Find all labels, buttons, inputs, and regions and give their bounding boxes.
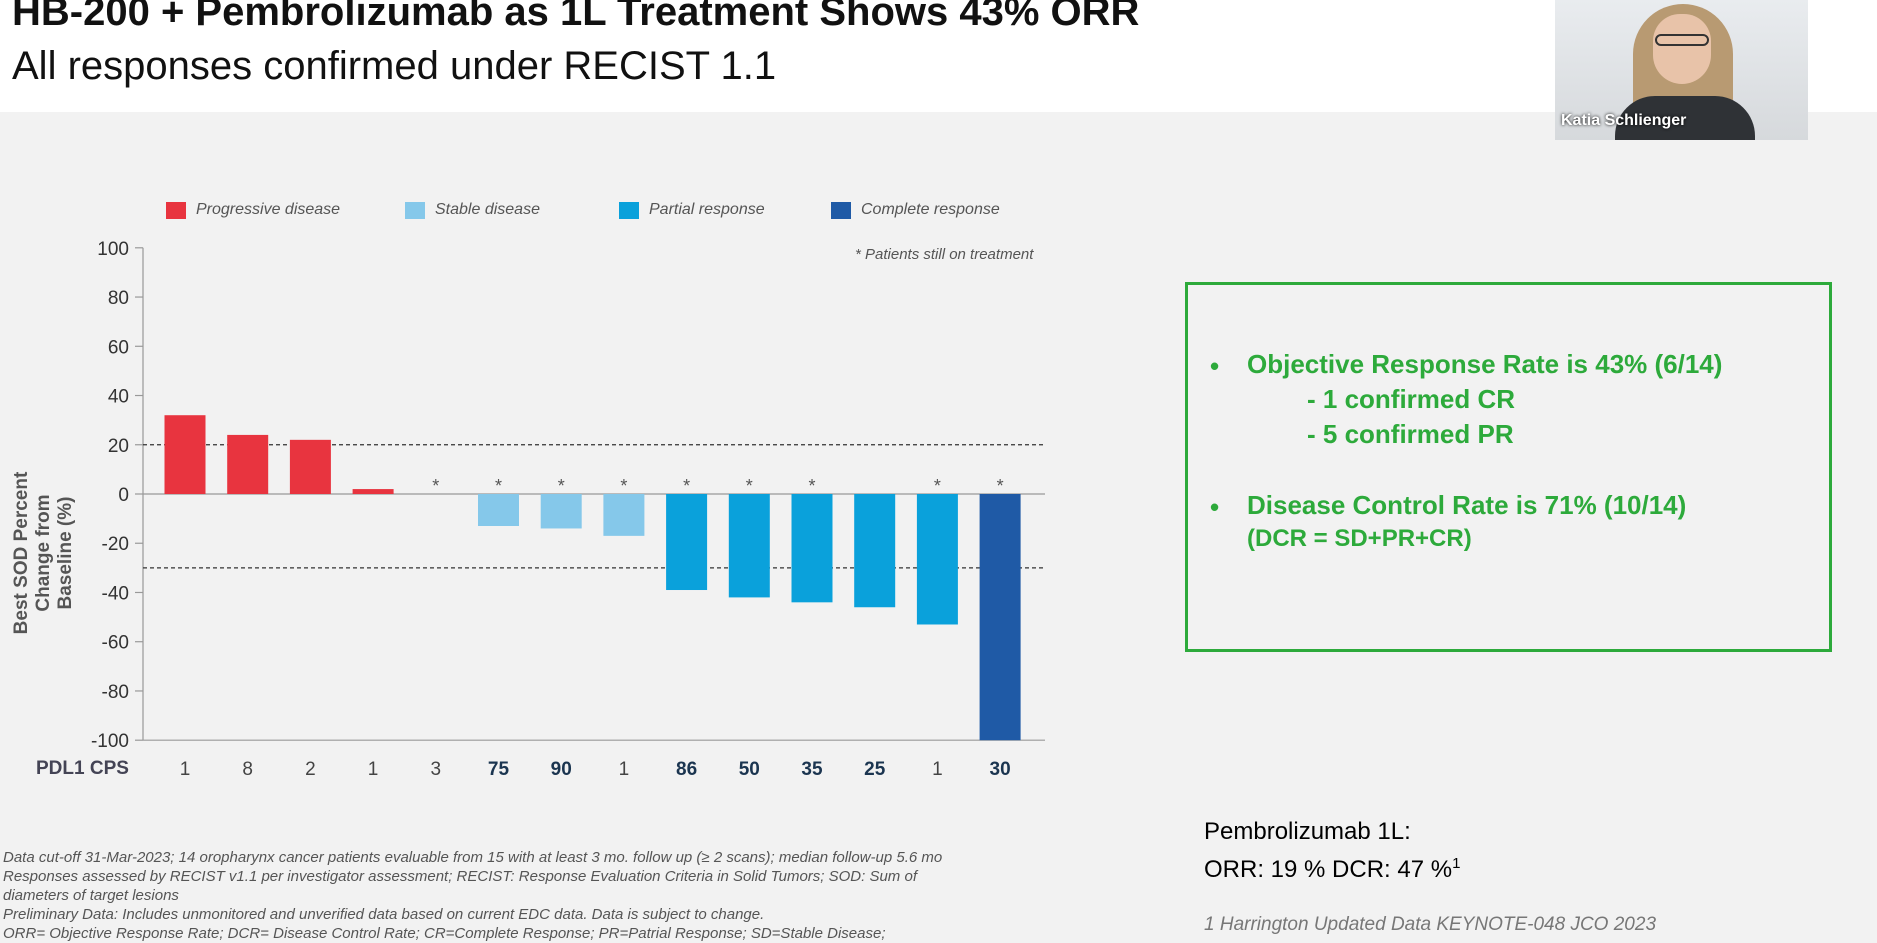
- bar: [666, 494, 708, 591]
- x-tick-label: 2: [305, 759, 316, 780]
- bullet-dcr: •: [1210, 492, 1220, 522]
- pembrolizumab-comparison: Pembrolizumab 1L: ORR: 19 % DCR: 47 %1: [1204, 816, 1460, 886]
- treatment-note: * Patients still on treatment: [855, 246, 1034, 263]
- bar: [728, 494, 770, 598]
- x-tick-label: 1: [368, 759, 379, 780]
- footnote-line: Responses assessed by RECIST v1.1 per in…: [3, 868, 917, 885]
- ongoing-asterisk: *: [432, 476, 439, 496]
- ongoing-asterisk: *: [746, 476, 753, 496]
- bar: [540, 494, 582, 529]
- speaker-glasses: [1655, 34, 1709, 46]
- legend-label-complete: Complete response: [861, 201, 1000, 218]
- x-tick-label: 3: [431, 759, 442, 780]
- x-tick-label: 1: [932, 759, 943, 780]
- y-axis-label: Best SOD Percent Change from Baseline (%…: [11, 471, 76, 635]
- bar: [289, 439, 331, 494]
- pembro-stats: ORR: 19 % DCR: 47 %1: [1204, 848, 1460, 886]
- legend-complete: Complete response: [831, 200, 1000, 220]
- reference-citation: 1 Harrington Updated Data KEYNOTE-048 JC…: [1204, 914, 1657, 935]
- pr-text: - 5 confirmed PR: [1307, 419, 1514, 449]
- legend-partial: Partial response: [619, 200, 765, 220]
- y-tick-label: 20: [108, 436, 129, 457]
- bar: [916, 494, 958, 625]
- x-tick-label: 90: [551, 759, 572, 780]
- speaker-body: [1615, 96, 1755, 140]
- footnote-line: Data cut-off 31-Mar-2023; 14 oropharynx …: [3, 849, 943, 866]
- x-tick-label: 75: [488, 759, 510, 780]
- bar: [791, 494, 833, 603]
- ongoing-asterisk: *: [495, 476, 502, 496]
- y-tick-label: 100: [97, 239, 129, 260]
- pembro-stats-text: ORR: 19 % DCR: 47 %: [1204, 856, 1453, 883]
- footnote-line: Preliminary Data: Includes unmonitored a…: [3, 906, 765, 923]
- participant-name: Katia Schlienger: [1561, 112, 1687, 129]
- footnote-line: diameters of target lesions: [3, 887, 179, 904]
- video-thumbnail[interactable]: Katia Schlienger: [1555, 0, 1808, 140]
- ongoing-asterisk: *: [808, 476, 815, 496]
- ongoing-asterisk: *: [558, 476, 565, 496]
- legend-swatch-progressive: [166, 201, 186, 219]
- legend-swatch-complete: [831, 201, 851, 219]
- bar: [979, 494, 1021, 741]
- cr-text: - 1 confirmed CR: [1307, 384, 1516, 414]
- x-tick-label: 35: [801, 759, 823, 780]
- y-tick-label: -40: [102, 583, 129, 604]
- slide-subtitle: All responses confirmed under RECIST 1.1: [12, 44, 777, 88]
- bar: [227, 434, 269, 494]
- ongoing-asterisk: *: [997, 476, 1004, 496]
- x-tick-label: 50: [739, 759, 760, 780]
- legend-swatch-stable: [405, 201, 425, 219]
- bullet-orr: •: [1210, 351, 1220, 381]
- legend-label-stable: Stable disease: [435, 201, 540, 218]
- x-tick-label: 25: [864, 759, 886, 780]
- orr-text: Objective Response Rate is 43% (6/14): [1247, 349, 1723, 379]
- legend-label-progressive: Progressive disease: [196, 201, 341, 218]
- y-tick-label: -20: [102, 534, 129, 555]
- ongoing-asterisk: *: [934, 476, 941, 496]
- x-tick-label: 1: [180, 759, 191, 780]
- summary-box: • Objective Response Rate is 43% (6/14) …: [1185, 282, 1832, 652]
- y-tick-label: 60: [108, 337, 129, 358]
- waterfall-chart: 100 80 60 40 20 0 -20 -40 -60 -80 -100 1 8 2 1 * 3 * 75 * 90…: [91, 239, 1045, 780]
- pembro-footnote-ref: 1: [1452, 855, 1461, 872]
- bar: [603, 494, 645, 536]
- legend-stable: Stable disease: [405, 200, 540, 220]
- x-tick-label: 8: [242, 759, 253, 780]
- dcr-text: Disease Control Rate is 71% (10/14): [1247, 490, 1687, 520]
- x-tick-label: 86: [676, 759, 697, 780]
- y-tick-label: -60: [102, 633, 129, 654]
- legend-swatch-partial: [619, 201, 639, 219]
- slide-title: HB-200 + Pembrolizumab as 1L Treatment S…: [12, 0, 1140, 34]
- footnotes: Data cut-off 31-Mar-2023; 14 oropharynx …: [3, 848, 942, 943]
- dcr-definition: (DCR = SD+PR+CR): [1247, 525, 1472, 552]
- ongoing-asterisk: *: [683, 476, 690, 496]
- y-tick-label: -80: [102, 682, 129, 703]
- bar: [478, 494, 519, 527]
- y-tick-label: 0: [118, 485, 129, 506]
- x-tick-label: 30: [990, 759, 1011, 780]
- bar: [164, 415, 206, 494]
- y-tick-label: 40: [108, 387, 129, 408]
- ongoing-asterisk: *: [620, 476, 627, 496]
- bar: [854, 494, 896, 608]
- legend-progressive: Progressive disease: [166, 200, 340, 220]
- y-tick-label: 80: [108, 288, 129, 309]
- x-axis-label: PDL1 CPS: [36, 758, 129, 779]
- speaker-face: [1653, 14, 1711, 84]
- x-tick-label: 1: [619, 759, 630, 780]
- pembro-title: Pembrolizumab 1L:: [1204, 818, 1411, 845]
- bar: [352, 489, 394, 494]
- y-tick-label: -100: [91, 731, 129, 752]
- legend-label-partial: Partial response: [649, 201, 765, 218]
